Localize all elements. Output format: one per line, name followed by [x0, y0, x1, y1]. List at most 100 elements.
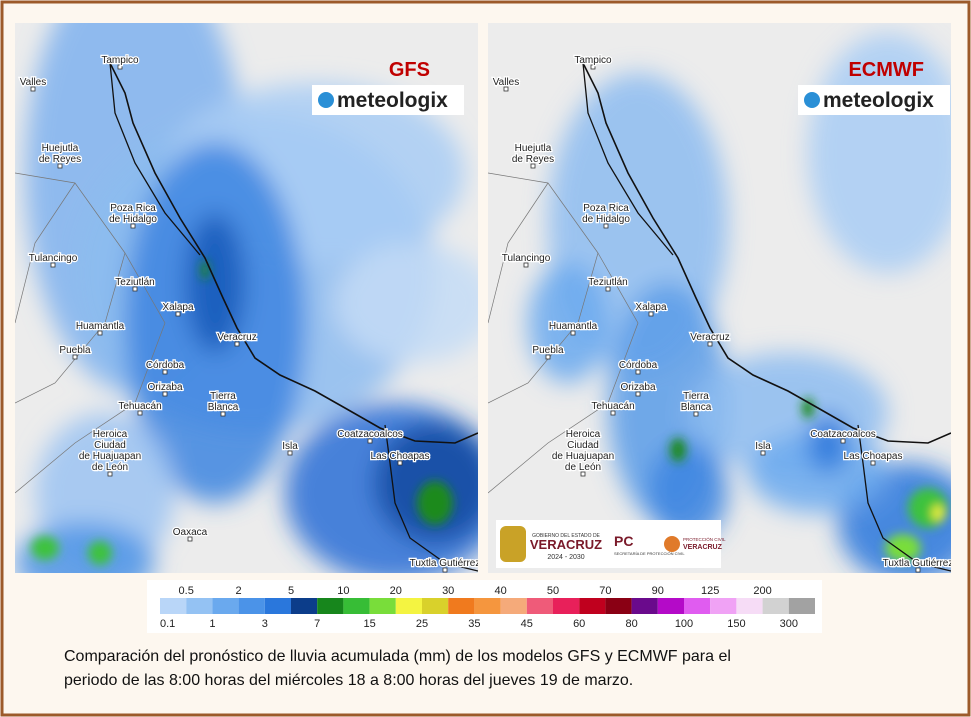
rain-area	[648, 443, 728, 543]
city-label-line: de Huajuapan	[552, 451, 614, 462]
legend-label: 15	[363, 618, 375, 630]
city-label-line: Puebla	[59, 345, 91, 356]
legend-label: 5	[288, 585, 294, 597]
city-label: Puebla	[532, 345, 564, 356]
government-box	[496, 520, 721, 568]
city-label: Teziutlán	[115, 277, 154, 288]
city-label-line: Tulancingo	[502, 253, 551, 264]
rain-area	[185, 213, 245, 353]
city-marker	[175, 311, 181, 317]
city-label: Tierra Blanca	[681, 391, 712, 413]
state-border	[109, 62, 478, 572]
government-shield	[500, 526, 526, 562]
city-label-line: Tampico	[574, 55, 612, 66]
legend-swatch	[212, 598, 239, 614]
brand-box	[798, 85, 950, 115]
legend-swatch	[631, 598, 658, 614]
model-label: GFS	[389, 59, 430, 81]
rain-area	[375, 423, 478, 543]
city-label: Córdoba	[146, 360, 185, 371]
city-marker	[840, 438, 846, 444]
legend-label: 20	[390, 585, 402, 597]
city-marker	[137, 410, 143, 416]
city-label: Oaxaca	[173, 527, 208, 538]
city-label: Huejutla de Reyes	[39, 143, 81, 165]
city-label: Tuxtla Gutiérrez	[410, 558, 481, 569]
city-label: Coatzacoalcos	[337, 429, 403, 440]
brand-icon	[318, 92, 334, 108]
city-label-line: Teziutlán	[588, 277, 627, 288]
city-marker	[610, 410, 616, 416]
city-label: Tuxtla Gutiérrez	[883, 558, 954, 569]
city-label-line: Tuxtla Gutiérrez	[410, 558, 481, 569]
government-text: GOBIERNO DEL ESTADO DE	[532, 533, 600, 539]
city-label: Puebla	[59, 345, 91, 356]
legend-label: 300	[780, 618, 798, 630]
city-label-line: Tierra	[210, 391, 236, 402]
legend-label: 125	[701, 585, 719, 597]
city-marker	[117, 64, 123, 70]
boundary	[15, 172, 166, 494]
city-label-line: Coatzacoalcos	[810, 429, 876, 440]
city-label-line: Las Choapas	[844, 451, 903, 462]
city-label-line: de Hidalgo	[582, 214, 630, 225]
city-marker	[30, 86, 36, 92]
city-marker	[367, 438, 373, 444]
city-label-line: Oaxaca	[173, 527, 208, 538]
rain-area	[748, 433, 888, 513]
city-label-line: Blanca	[208, 402, 239, 413]
city-label-line: Poza Rica	[110, 203, 156, 214]
legend-label: 0.1	[160, 618, 175, 630]
city-label-line: Córdoba	[146, 360, 185, 371]
brand-box	[312, 85, 464, 115]
city-label: Poza Rica de Hidalgo	[109, 203, 157, 225]
legend: 0.10.51235710152025303540455060708090100…	[147, 580, 822, 633]
city-label-line: Tehuacán	[118, 401, 161, 412]
legend-swatch	[762, 598, 789, 614]
city-label: Isla	[755, 441, 771, 452]
city-marker	[580, 471, 586, 477]
city-label-line: Blanca	[681, 402, 712, 413]
city-label: Tampico	[574, 55, 612, 66]
city-marker	[570, 330, 576, 336]
city-label-line: de Huajuapan	[79, 451, 141, 462]
term-text: 2024 - 2030	[547, 554, 584, 561]
city-label: Tehuacán	[118, 401, 161, 412]
city-label-line: Orizaba	[620, 382, 655, 393]
city-marker	[162, 369, 168, 375]
city-label: Tehuacán	[591, 401, 634, 412]
city-label-line: Xalapa	[162, 302, 194, 313]
brand-logo: meteologix	[798, 85, 950, 115]
city-label: Coatzacoalcos	[810, 429, 876, 440]
city-marker	[97, 330, 103, 336]
city-marker	[545, 354, 551, 360]
city-label: Xalapa	[635, 302, 667, 313]
city-label-line: Valles	[493, 77, 520, 88]
city-marker	[107, 471, 113, 477]
rain-core-area	[417, 481, 453, 525]
legend-swatch	[579, 598, 606, 614]
city-marker	[635, 391, 641, 397]
rain-area	[808, 413, 848, 473]
legend-label: 90	[652, 585, 664, 597]
legend-label: 30	[442, 585, 454, 597]
city-marker	[442, 567, 448, 573]
legend-swatch	[160, 598, 187, 614]
city-label-line: Tampico	[101, 55, 139, 66]
city-label-line: Orizaba	[147, 382, 182, 393]
city-label-line: Ciudad	[94, 440, 126, 451]
city-label-line: Xalapa	[635, 302, 667, 313]
city-label: Valles	[493, 77, 520, 88]
coastline	[582, 62, 951, 444]
city-label: Orizaba	[147, 382, 182, 393]
legend-label: 1	[209, 618, 215, 630]
model-label: ECMWF	[848, 59, 924, 81]
city-marker	[130, 223, 136, 229]
legend-swatch	[788, 598, 815, 614]
state-border	[582, 62, 951, 572]
legend-swatch	[238, 598, 265, 614]
city-label: Teziutlán	[588, 277, 627, 288]
city-marker	[603, 223, 609, 229]
